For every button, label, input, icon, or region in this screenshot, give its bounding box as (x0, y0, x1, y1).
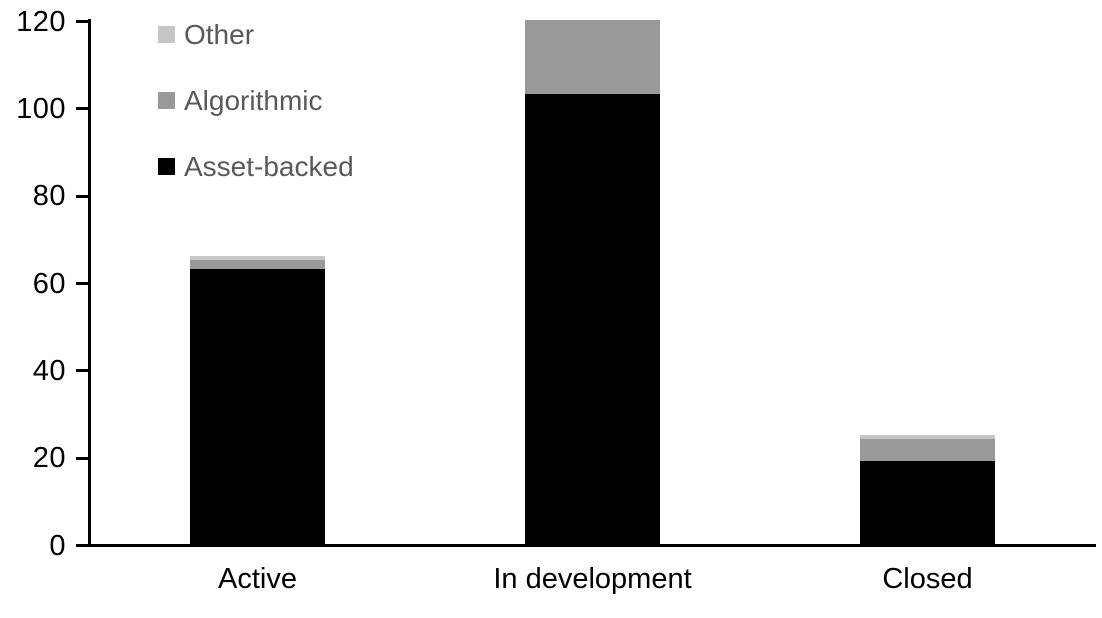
bar-segment-other (860, 434, 995, 440)
x-category-label: Active (218, 563, 297, 595)
legend-item: Other (158, 18, 354, 51)
bar-segment-asset-backed (525, 94, 660, 544)
legend-label: Other (184, 19, 255, 50)
legend: Other Algorithmic Asset-backed (158, 18, 354, 183)
y-tick-label: 120 (16, 5, 66, 38)
y-tick-label: 60 (32, 267, 66, 300)
legend-label: Algorithmic (184, 85, 323, 116)
legend-item: Algorithmic (158, 84, 354, 117)
bar-segment-algorithmic (525, 20, 660, 95)
y-tick (76, 544, 88, 547)
x-category-label: Closed (882, 563, 973, 595)
y-axis-line (88, 19, 91, 547)
x-axis-line (88, 544, 1096, 547)
y-tick (76, 194, 88, 198)
bar-segment-algorithmic (860, 439, 995, 462)
legend-swatch-other-icon (158, 26, 175, 43)
legend-item: Asset-backed (158, 150, 354, 183)
y-tick (76, 107, 88, 111)
y-tick-label: 20 (32, 442, 66, 475)
legend-label: Asset-backed (184, 151, 354, 182)
y-tick (76, 282, 88, 285)
y-tick-label: 40 (32, 354, 66, 387)
y-tick (76, 456, 88, 460)
y-tick-label: 80 (32, 180, 66, 213)
legend-swatch-algorithmic-icon (158, 92, 175, 109)
y-tick-label: 100 (16, 92, 66, 125)
bar-segment-asset-backed (190, 268, 325, 544)
legend-swatch-asset-backed-icon (158, 158, 175, 175)
bar-segment-other (190, 255, 325, 261)
y-tick (76, 20, 88, 23)
bar-segment-algorithmic (190, 260, 325, 269)
x-category-label: In development (493, 563, 692, 595)
y-tick (76, 369, 88, 373)
bar-segment-asset-backed (860, 461, 995, 544)
y-tick-label: 0 (49, 529, 66, 562)
